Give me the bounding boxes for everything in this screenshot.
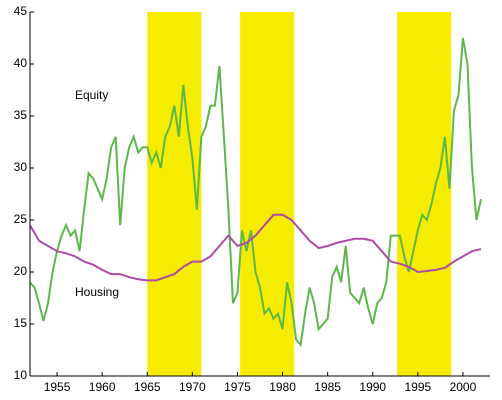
x-tick-label: 1970 — [179, 380, 206, 394]
x-tick-label: 1985 — [314, 380, 341, 394]
x-tick-label: 1955 — [44, 380, 71, 394]
y-tick-label: 30 — [14, 160, 28, 174]
shaded-region — [147, 12, 202, 376]
x-tick-label: 1990 — [359, 380, 386, 394]
annotation: Housing — [75, 285, 119, 299]
shade-layer — [147, 12, 452, 376]
shaded-region — [240, 12, 295, 376]
y-tick-label: 20 — [14, 264, 28, 278]
y-tick-label: 10 — [14, 368, 28, 382]
y-tick-label: 15 — [14, 316, 28, 330]
y-tick-label: 35 — [14, 108, 28, 122]
x-tick-label: 1995 — [404, 380, 431, 394]
line-layer — [29, 37, 482, 348]
line-series — [29, 37, 482, 348]
shaded-region — [397, 12, 452, 376]
x-tick-label: 2000 — [450, 380, 477, 394]
x-tick-label: 1980 — [269, 380, 296, 394]
x-tick-label: 1965 — [134, 380, 161, 394]
y-tick-label: 45 — [14, 4, 28, 18]
y-tick-label: 25 — [14, 212, 28, 226]
axes-layer: 10 15 20 25 30 35 40 45 1955 1960 1965 1970 1975 1980… — [14, 4, 490, 394]
annotation: Equity — [75, 88, 108, 102]
x-tick-label: 1960 — [89, 380, 116, 394]
line-series — [29, 213, 482, 282]
y-tick-label: 40 — [14, 56, 28, 70]
x-tick-label: 1975 — [224, 380, 251, 394]
